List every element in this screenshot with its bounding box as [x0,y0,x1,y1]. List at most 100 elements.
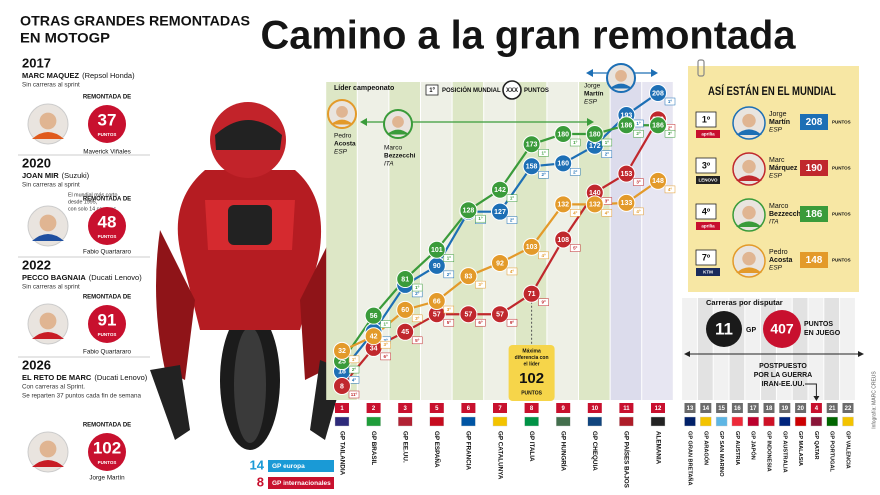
category-label: GP BRASIL [370,431,377,465]
flag [650,416,666,427]
standing-position: 7º [702,252,711,262]
flag [747,416,759,427]
team-label: KTM [703,270,713,275]
annotation-value: 102 [519,370,544,387]
position-box [380,340,391,349]
portrait-head [742,251,756,266]
portrait-suit [736,221,762,227]
round-number: 11 [623,406,630,412]
history-title: OTRAS GRANDES REMONTADAS [20,13,250,29]
position-box [664,129,676,138]
position-box [475,318,486,327]
point [522,157,541,176]
position-box [380,320,391,328]
leader-name: Jorge [584,83,601,90]
point [554,125,573,144]
point-label: 186 [652,123,664,130]
category-label: GP ITALIA [528,431,535,462]
round-box [842,403,854,413]
gain-label: REMONTADA DE [83,295,131,301]
points-unit: PUNTOS [804,321,833,328]
column-band [808,298,824,400]
point [364,327,383,346]
point [649,84,667,102]
position-label: 2º [352,367,357,372]
position-box [601,150,613,158]
flag [731,416,744,427]
point [522,284,541,303]
point [459,267,478,286]
gain-label: REMONTADA DE [83,197,131,203]
round-number: 12 [655,406,662,412]
note-extra: El mundial más corto [68,192,118,198]
legend-position: 1º [429,88,435,94]
gain-value: 37 [98,110,117,129]
category-label: GP ESPAÑA [433,431,442,468]
position-label: 3º [668,131,673,136]
column-band [452,82,484,400]
gain-unit: PUNTOS [98,234,117,239]
point [491,253,509,272]
postponed-arrow [805,383,817,398]
portrait-head [39,440,57,458]
point-label: 34 [370,345,378,352]
position-label: 4º [573,210,578,215]
standings-clip [697,59,705,77]
category-label: GP EE.UU. [402,431,409,463]
column-band [745,298,761,400]
round-box [763,403,775,413]
point [554,230,573,249]
point-label: 8 [340,383,344,390]
team-label: LENOVO [698,178,718,183]
round-box [366,403,381,413]
position-box [633,207,644,216]
round-number: 10 [591,406,598,412]
races-unit: GP [746,327,756,334]
position-box [664,185,676,194]
position-box [601,209,613,217]
legend-points-circle [502,80,522,100]
point [585,125,604,144]
point [396,270,415,289]
round-box [779,403,791,413]
legend-position-box [425,84,439,96]
round-box [619,403,634,413]
point [491,180,509,199]
year: 2020 [22,155,51,170]
point [649,171,667,190]
point [649,116,667,135]
point-label: 186 [621,123,633,130]
flag [524,416,539,427]
leader-name: Bezzecchi [384,153,416,160]
group-label: GP europa [272,463,305,470]
position-label: 3º [384,342,389,347]
position-box [664,97,676,106]
category-label: GP JAPÓN [750,431,758,460]
leader-country: ITA [384,161,394,168]
standing-unit: PUNTOS [832,166,851,171]
gain-value: 102 [93,438,121,457]
leader-name: Marco [384,145,402,152]
note: Sin carreras al sprint [22,284,80,291]
position-box [538,171,549,179]
leader-ring [383,109,413,139]
standing-last: Acosta [769,257,792,264]
position-label: 3º [605,199,610,204]
portrait-suit [609,83,633,89]
column-band [697,298,713,400]
point [585,195,604,214]
position-box [506,318,518,327]
point-label: 172 [589,143,601,150]
standing-position: 4º [702,206,711,216]
year: 2026 [22,357,51,372]
category-label: GP SAN MARINO [718,431,724,477]
position-label: 1º [605,140,610,145]
note: Con carreras al Sprint. [22,384,85,391]
portrait-suit [736,267,762,273]
position-label: 4º [636,209,641,214]
category-label: GP FRANCIA [465,431,472,471]
portrait-suit [736,175,762,181]
rider-line: MARC MAQUEZ (Repsol Honda) [22,71,135,80]
point [396,300,415,319]
